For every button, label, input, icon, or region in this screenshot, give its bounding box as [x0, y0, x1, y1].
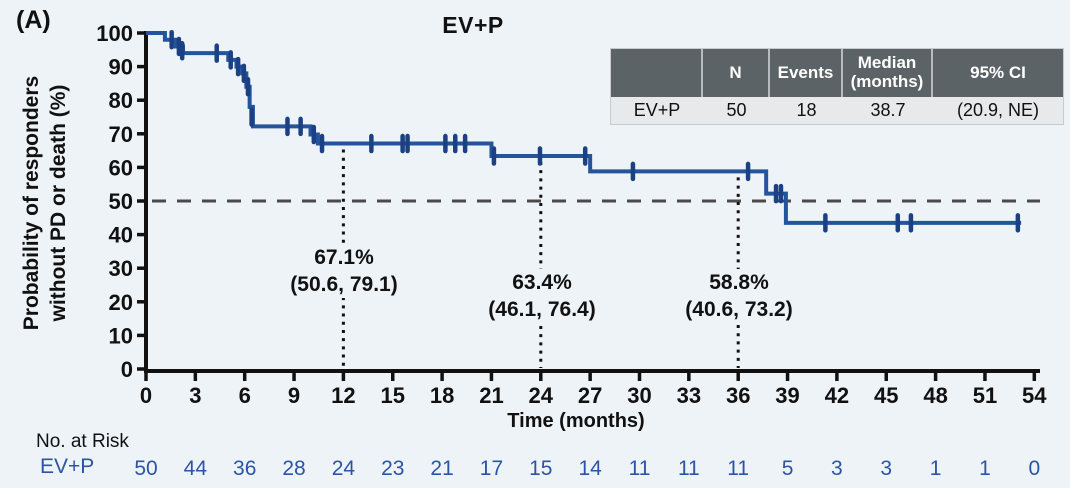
summary-table-header-ci: 95% CI — [933, 49, 1063, 97]
x-tick-label: 15 — [381, 383, 405, 408]
x-tick-label: 42 — [825, 383, 849, 408]
x-tick-label: 18 — [430, 383, 454, 408]
risk-value: 1 — [979, 457, 991, 480]
annotation-12-ci: (50.6, 79.1) — [290, 273, 398, 296]
summary-table-cell-arm: EV+P — [611, 97, 703, 124]
summary-table-header-n: N — [703, 49, 770, 97]
risk-value: 50 — [134, 457, 157, 480]
x-tick-label: 3 — [189, 383, 201, 408]
y-tick-label: 100 — [96, 21, 133, 46]
panel-label: (A) — [16, 6, 51, 34]
risk-value: 44 — [184, 457, 208, 480]
risk-value: 24 — [332, 457, 356, 480]
x-tick-label: 6 — [239, 383, 251, 408]
risk-value: 28 — [282, 457, 305, 480]
risk-value: 11 — [678, 457, 700, 480]
risk-value: 3 — [880, 457, 892, 480]
summary-table-header-blank — [611, 49, 703, 97]
y-tick-label: 50 — [109, 189, 133, 214]
y-tick-label: 0 — [121, 357, 133, 382]
y-tick-label: 80 — [109, 88, 133, 113]
x-tick-label: 39 — [775, 383, 799, 408]
summary-table-header-events: Events — [770, 49, 843, 97]
x-tick-label: 9 — [288, 383, 300, 408]
summary-table: N Events Median (months) 95% CI EV+P 50 … — [610, 48, 1064, 125]
summary-table-cell-median: 38.7 — [843, 97, 933, 124]
risk-value: 21 — [430, 457, 453, 480]
x-tick-label: 36 — [726, 383, 750, 408]
x-tick-label: 24 — [529, 383, 554, 408]
x-tick-label: 0 — [140, 383, 152, 408]
annotation-24-months: 63.4% (46.1, 76.4) — [483, 269, 601, 323]
risk-value: 5 — [782, 457, 794, 480]
annotation-36-ci: (40.6, 73.2) — [685, 298, 793, 321]
summary-table-cell-ci: (20.9, NE) — [933, 97, 1063, 124]
x-tick-label: 45 — [874, 383, 898, 408]
annotation-36-value: 58.8% — [709, 271, 769, 294]
annotation-12-months: 67.1% (50.6, 79.1) — [285, 244, 403, 298]
risk-value: 23 — [381, 457, 404, 480]
y-tick-label: 40 — [109, 223, 133, 248]
y-tick-label: 60 — [109, 155, 133, 180]
risk-value: 11 — [629, 457, 651, 480]
risk-value: 1 — [930, 457, 942, 480]
x-tick-label: 27 — [578, 383, 602, 408]
risk-value: 14 — [578, 457, 602, 480]
x-tick-label: 30 — [627, 383, 651, 408]
summary-table-cell-events: 18 — [770, 97, 843, 124]
risk-value: 0 — [1028, 457, 1040, 480]
y-tick-label: 90 — [109, 55, 133, 80]
summary-table-cell-n: 50 — [703, 97, 770, 124]
risk-value: 11 — [727, 457, 749, 480]
annotation-24-ci: (46.1, 76.4) — [488, 298, 596, 321]
y-tick-label: 30 — [109, 256, 133, 281]
x-tick-label: 54 — [1022, 383, 1047, 408]
x-tick-label: 21 — [479, 383, 503, 408]
x-tick-label: 48 — [923, 383, 947, 408]
risk-value: 36 — [233, 457, 256, 480]
chart-title: EV+P — [442, 12, 504, 38]
no-at-risk-row-label: EV+P — [40, 455, 95, 478]
x-tick-label: 33 — [677, 383, 701, 408]
annotation-12-value: 67.1% — [314, 246, 374, 269]
summary-table-header-median: Median (months) — [843, 49, 933, 97]
y-tick-label: 20 — [109, 290, 133, 315]
risk-value: 17 — [480, 457, 503, 480]
y-tick-label: 10 — [109, 323, 133, 348]
risk-value: 15 — [529, 457, 552, 480]
annotation-36-months: 58.8% (40.6, 73.2) — [680, 269, 798, 323]
x-tick-label: 12 — [331, 383, 355, 408]
annotation-24-value: 63.4% — [512, 271, 572, 294]
risk-value: 3 — [831, 457, 843, 480]
x-tick-label: 51 — [973, 383, 997, 408]
no-at-risk-label: No. at Risk — [36, 431, 129, 452]
x-axis-title: Time (months) — [507, 410, 645, 432]
y-tick-label: 70 — [109, 122, 133, 147]
